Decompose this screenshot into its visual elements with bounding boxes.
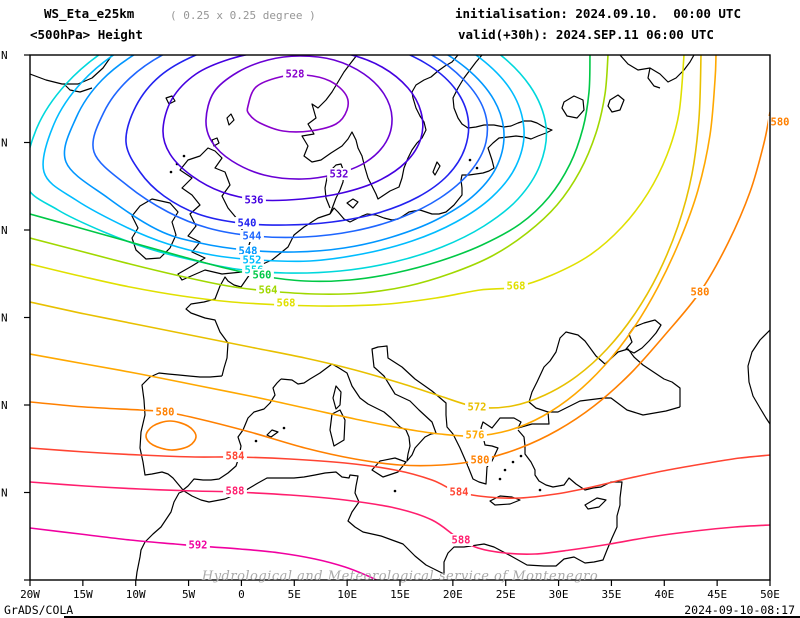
lat-tick-label: N	[1, 312, 8, 325]
contour-576	[30, 55, 717, 437]
init-time-line: initialisation: 2024.09.10. 00:00 UTC	[455, 6, 741, 21]
contour-label-580: 580	[156, 407, 175, 419]
contour-552	[42, 55, 525, 263]
lon-tick-label: 10E	[337, 588, 357, 601]
lon-tick-label: 0	[238, 588, 245, 601]
creation-timestamp: 2024-09-10-08:17	[684, 603, 795, 617]
map-frame	[29, 54, 771, 581]
contour-label-588: 588	[226, 486, 245, 498]
lon-tick-label: 25E	[496, 588, 516, 601]
contour-label-580: 580	[471, 455, 490, 467]
small-island-dot	[498, 477, 502, 481]
model-name: WS_Eta_e25km	[44, 6, 135, 21]
contour-label-552: 552	[243, 255, 262, 267]
contour-label-564: 564	[259, 285, 278, 297]
contour-536	[162, 55, 424, 202]
lat-tick-label: N	[1, 224, 8, 237]
small-island-dot	[182, 154, 186, 158]
contour-564	[30, 55, 609, 295]
lon-tick-label: 35E	[601, 588, 621, 601]
contour-568	[30, 55, 685, 307]
lon-tick-label: 40E	[654, 588, 674, 601]
lat-tick-label: N	[1, 49, 8, 62]
contour-label-572: 572	[468, 402, 487, 414]
lat-tick-label: N	[1, 399, 8, 412]
lon-tick-label: 20E	[443, 588, 463, 601]
contour-label-536: 536	[245, 195, 264, 207]
contour-label-568: 568	[507, 281, 526, 293]
small-island-dot	[393, 489, 397, 493]
valid-time-line: valid(+30h): 2024.SEP.11 06:00 UTC	[458, 27, 714, 42]
contour-label-592: 592	[189, 540, 208, 552]
lon-tick-label: 45E	[707, 588, 727, 601]
lon-tick-label: 50E	[760, 588, 780, 601]
coastlines	[30, 55, 770, 580]
contour-label-580: 580	[691, 287, 710, 299]
contour-label-584: 584	[226, 451, 245, 463]
contour-label-580: 580	[771, 117, 790, 129]
contour-572	[30, 55, 702, 409]
contour-label-544: 544	[243, 231, 262, 243]
lon-tick-label: 5W	[182, 588, 196, 601]
lat-tick-label: N	[1, 137, 8, 150]
lon-tick-label: 20W	[20, 588, 40, 601]
watermark-text: Hydrological and Meteorological service …	[201, 569, 599, 584]
small-island-dot	[169, 170, 173, 174]
contour-label-576: 576	[466, 430, 485, 442]
small-island-dot	[282, 426, 286, 430]
contour-560	[30, 55, 591, 283]
small-island-dot	[511, 460, 515, 464]
contour-528	[246, 73, 349, 133]
lat-tick-label: N	[1, 487, 8, 500]
small-island-dot	[519, 454, 523, 458]
contour-532	[205, 55, 393, 180]
small-island-dot	[503, 468, 507, 472]
contour-label-560: 560	[253, 270, 272, 282]
grads-credit: GrADS/COLA	[4, 603, 74, 617]
lon-tick-label: 30E	[549, 588, 569, 601]
contour-592	[30, 527, 378, 580]
contour-label-584: 584	[450, 487, 469, 499]
contour-540	[125, 55, 470, 226]
lon-tick-label: 15E	[390, 588, 410, 601]
lon-tick-label: 10W	[126, 588, 146, 601]
contour-544	[92, 55, 489, 239]
grid-resolution: ( 0.25 x 0.25 degree )	[170, 9, 316, 22]
small-island-dot	[468, 158, 472, 162]
contour-label-540: 540	[238, 218, 257, 230]
contour-label-528: 528	[286, 69, 305, 81]
contour-labels: 5285325365405445485525565605645685685725…	[153, 68, 792, 552]
contour-580	[145, 420, 197, 451]
small-island-dot	[254, 439, 258, 443]
contour-label-532: 532	[330, 169, 349, 181]
small-island-dot	[475, 166, 479, 170]
lon-tick-label: 15W	[73, 588, 93, 601]
contour-548	[63, 55, 505, 253]
contour-label-588: 588	[452, 535, 471, 547]
small-island-dot	[538, 488, 542, 492]
lon-tick-label: 5E	[288, 588, 301, 601]
bottom-edge-line	[64, 616, 800, 618]
axes: 20W 15W 10W 5W 0 5E 10E 15E 20E 25E 30E 35E 40E 45E 50…	[1, 49, 780, 601]
level-title: <500hPa> Height	[30, 27, 143, 42]
contour-label-568: 568	[277, 298, 296, 310]
contour-584	[30, 447, 770, 499]
